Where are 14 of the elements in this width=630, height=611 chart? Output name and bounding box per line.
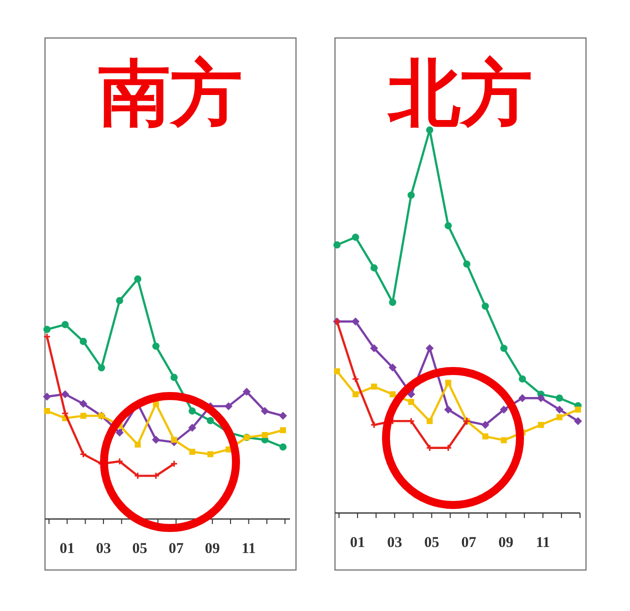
- x-tick-label: 07: [168, 541, 184, 557]
- x-tick-label: 09: [498, 535, 514, 551]
- x-tick-label: 09: [204, 541, 220, 557]
- x-tick-label: 11: [536, 535, 550, 551]
- x-tick-label: 05: [424, 535, 440, 551]
- x-tick-label: 03: [387, 535, 402, 551]
- x-tick-label: 05: [132, 541, 148, 557]
- x-tick-label: 11: [242, 541, 256, 557]
- x-tick-label: 01: [60, 541, 75, 557]
- x-tick-label: 01: [350, 535, 366, 551]
- x-tick-label: 07: [461, 535, 477, 551]
- chart-title: 南方: [98, 51, 242, 135]
- x-tick-label: 03: [96, 541, 111, 557]
- chart-title: 北方: [386, 51, 532, 135]
